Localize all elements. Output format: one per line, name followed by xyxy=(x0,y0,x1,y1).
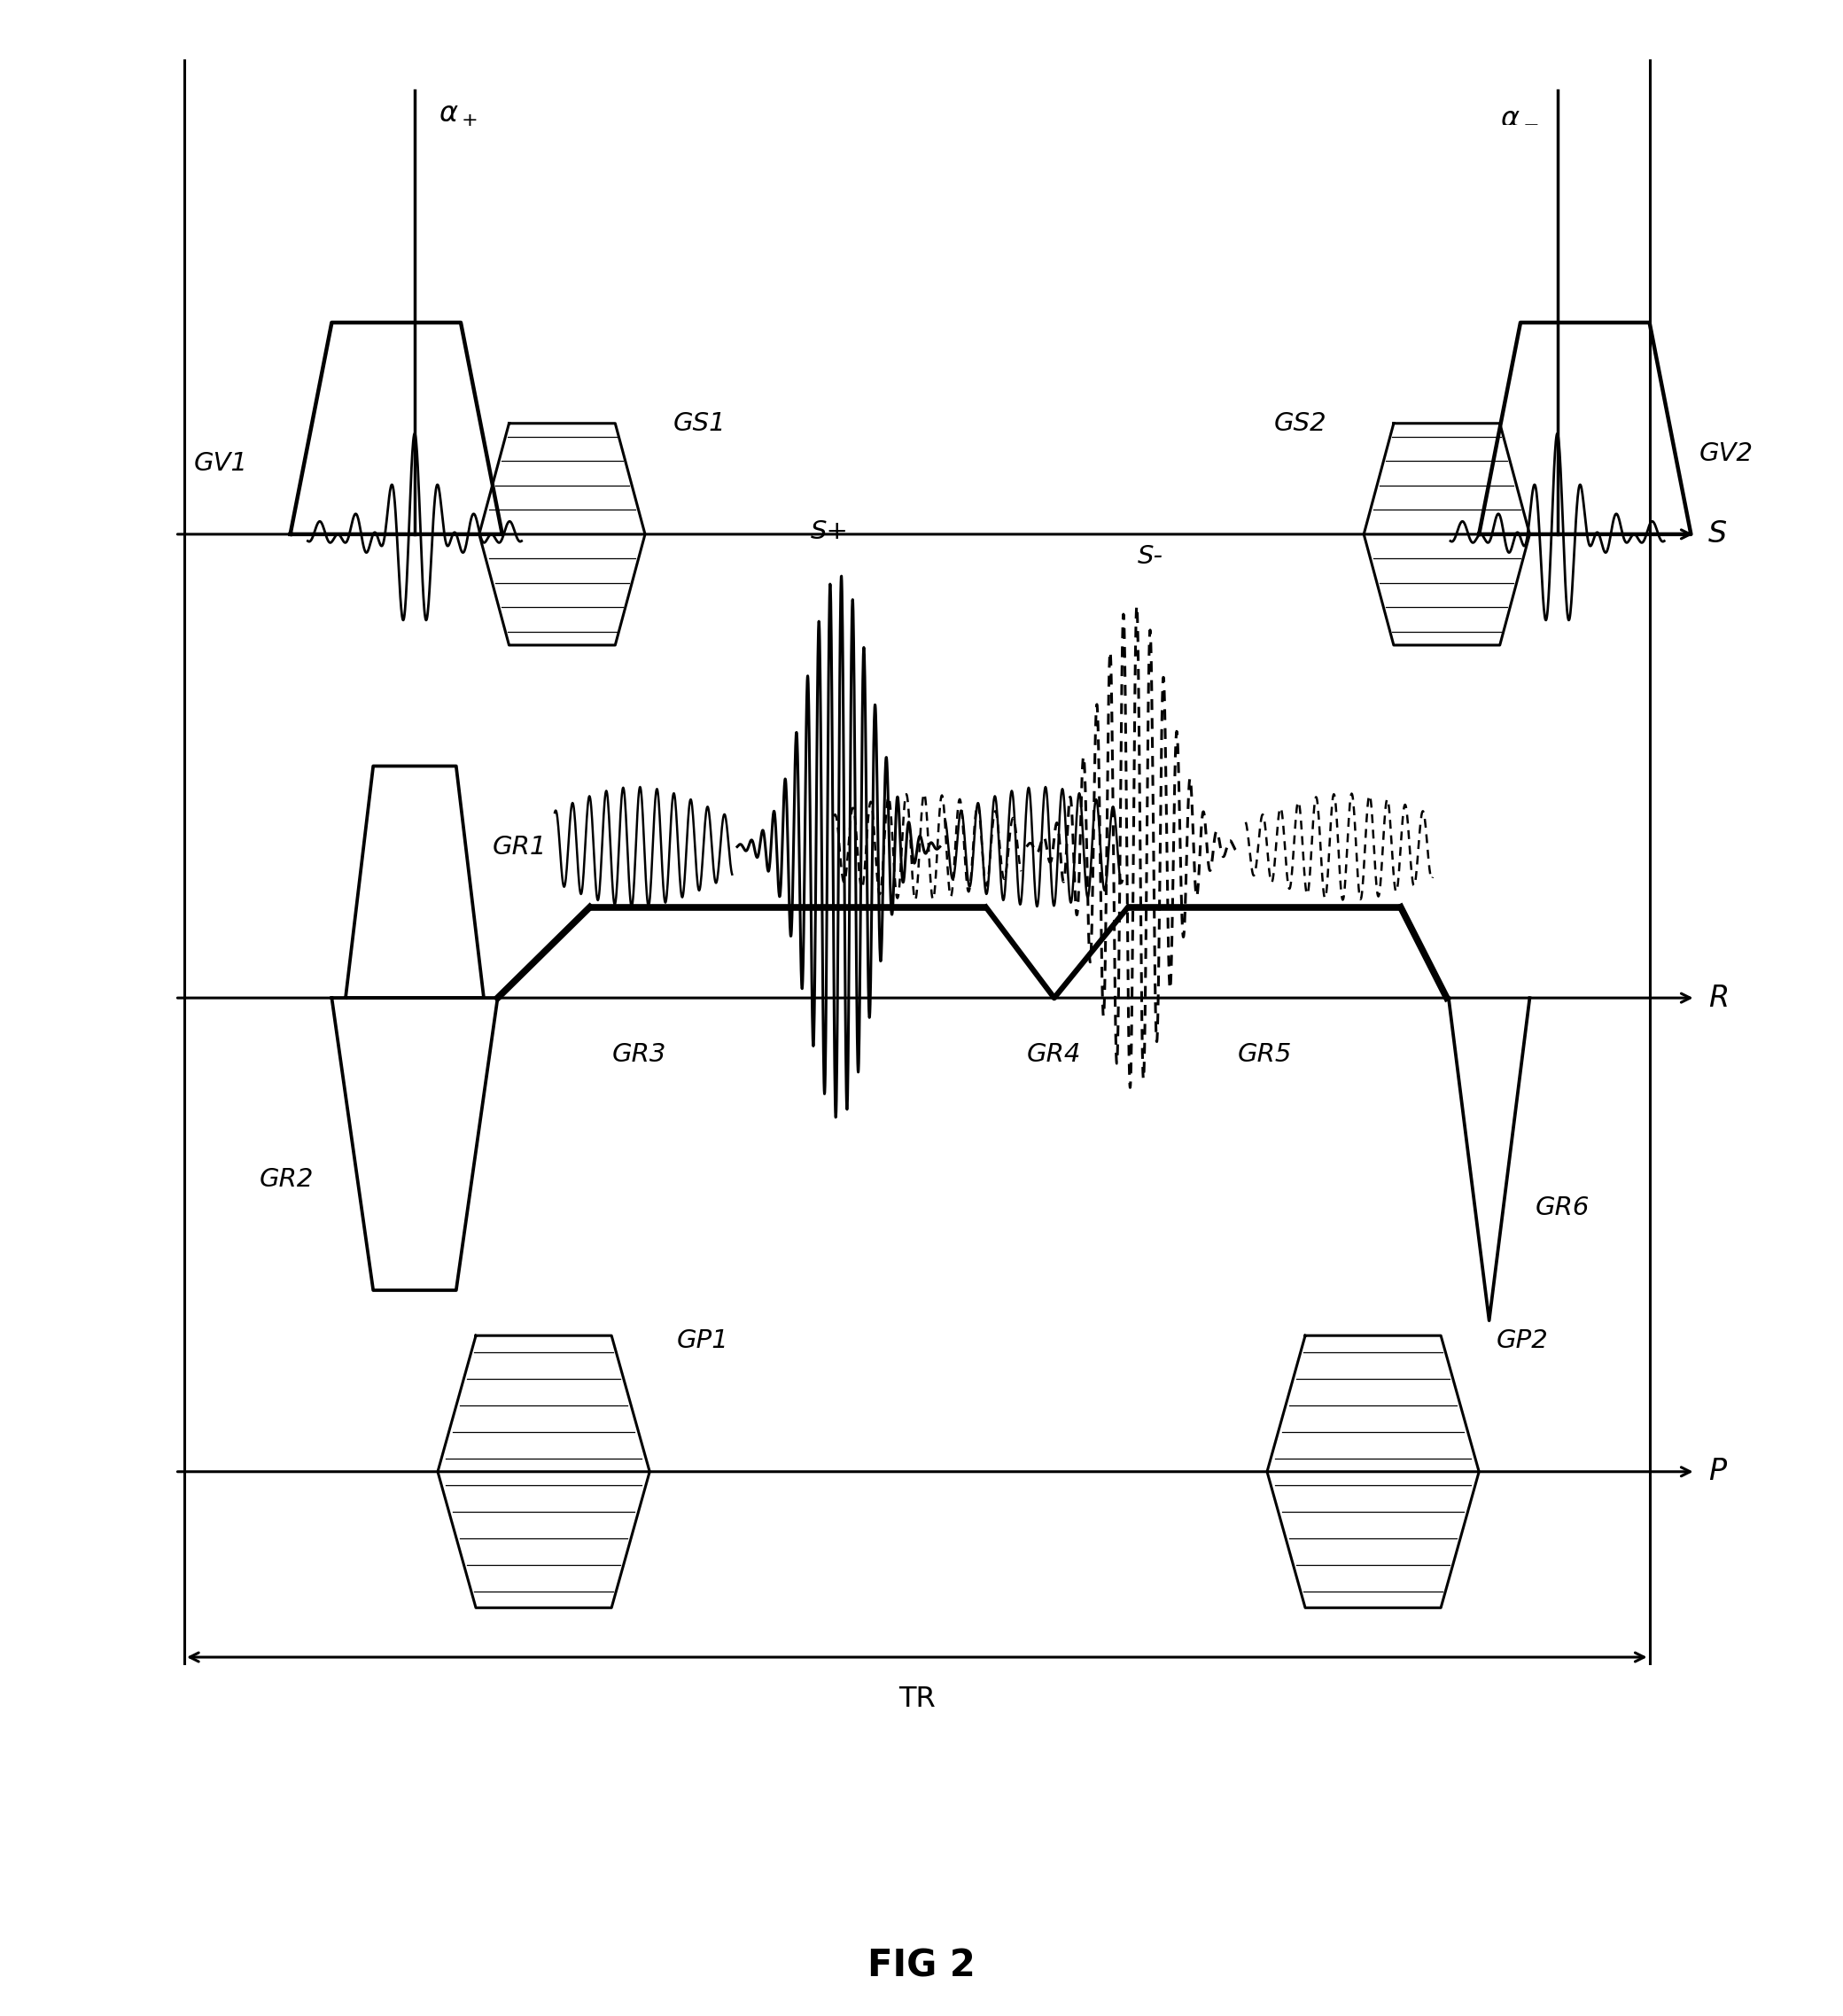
Text: S+: S+ xyxy=(811,520,848,544)
Text: $\alpha_+$: $\alpha_+$ xyxy=(439,101,477,129)
Text: TR: TR xyxy=(898,1685,936,1714)
Text: GS1: GS1 xyxy=(673,411,726,435)
Text: GP2: GP2 xyxy=(1497,1329,1548,1353)
Text: FIG 2: FIG 2 xyxy=(868,1947,975,1984)
Text: GR3: GR3 xyxy=(612,1042,667,1066)
Text: GR1: GR1 xyxy=(492,835,547,859)
Text: S-: S- xyxy=(1137,544,1163,569)
Text: S: S xyxy=(1708,520,1727,548)
Text: GR5: GR5 xyxy=(1237,1042,1292,1066)
Text: GV1: GV1 xyxy=(194,452,247,476)
Text: GR6: GR6 xyxy=(1535,1195,1591,1220)
Text: P: P xyxy=(1708,1458,1727,1486)
Text: GR2: GR2 xyxy=(258,1167,313,1191)
Text: $\alpha_-$: $\alpha_-$ xyxy=(1500,101,1539,129)
Text: GP1: GP1 xyxy=(676,1329,728,1353)
Text: GR4: GR4 xyxy=(1027,1042,1082,1066)
Text: GS2: GS2 xyxy=(1274,411,1327,435)
Text: GV2: GV2 xyxy=(1699,442,1753,466)
Text: R: R xyxy=(1708,984,1729,1012)
